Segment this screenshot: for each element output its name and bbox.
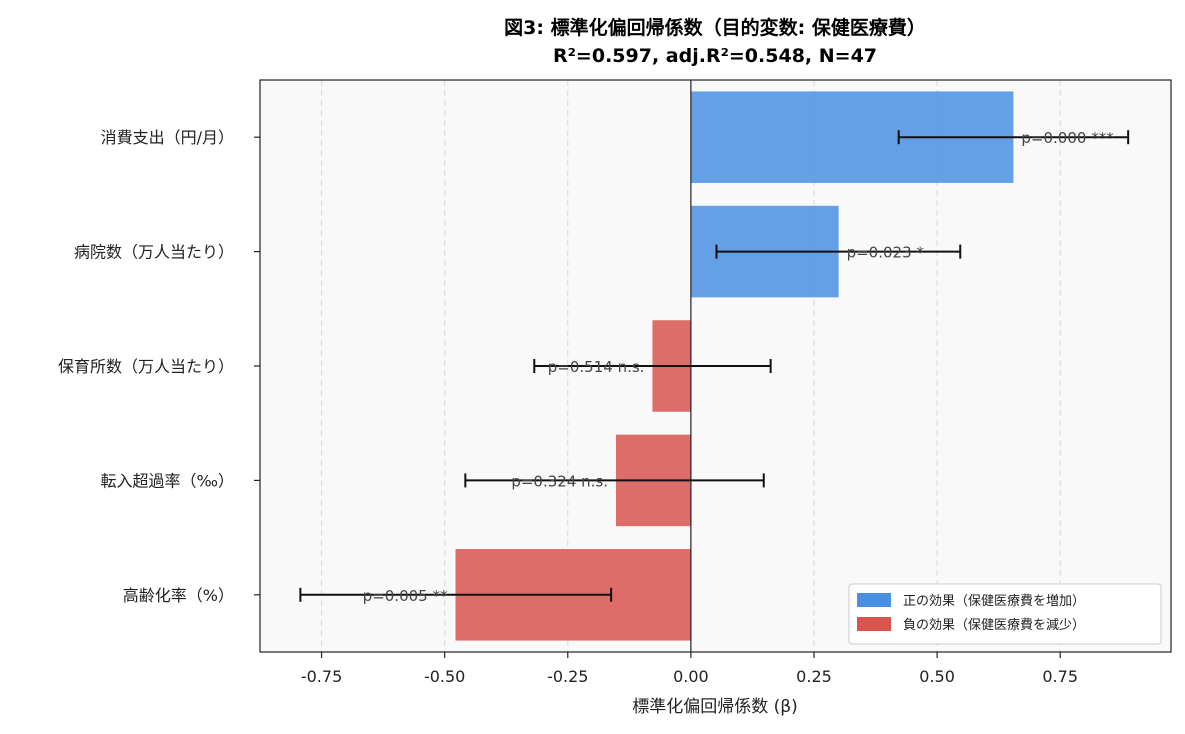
- x-tick-label: 0.75: [1042, 667, 1078, 686]
- p-value-label: p=0.000 ***: [1021, 129, 1114, 147]
- category-label: 消費支出（円/月）: [101, 128, 234, 147]
- p-value-labels: p=0.000 *** p=0.023 * p=0.514 n.s. p=0.324 …: [363, 129, 1115, 605]
- legend: 正の効果（保健医療費を増加） 負の効果（保健医療費を減少）: [848, 583, 1162, 645]
- x-tick-label: -0.75: [301, 667, 342, 686]
- error-bars: [299, 130, 1130, 602]
- p-value-label: p=0.005 **: [363, 587, 448, 605]
- p-value-label: p=0.023 *: [847, 244, 925, 262]
- x-tick-label: 0.50: [919, 667, 955, 686]
- legend-swatch: [857, 593, 891, 607]
- category-label: 保育所数（万人当たり）: [58, 357, 234, 376]
- x-tick-label: -0.25: [547, 667, 588, 686]
- x-tick-label: -0.50: [424, 667, 465, 686]
- category-label: 病院数（万人当たり）: [74, 243, 234, 262]
- category-label: 転入超過率（‰）: [101, 471, 234, 490]
- x-axis-title: 標準化偏回帰係数 (β): [632, 697, 798, 717]
- x-axis-ticks: -0.75 -0.50 -0.25 0.00 0.25 0.50 0.75: [301, 652, 1078, 686]
- category-label: 高齢化率（%）: [123, 586, 234, 605]
- x-tick-label: 0.25: [796, 667, 832, 686]
- p-value-label: p=0.324 n.s.: [511, 472, 608, 490]
- y-axis-ticks: 消費支出（円/月） 病院数（万人当たり） 保育所数（万人当たり） 転入超過率（‰） 高齢…: [58, 128, 260, 605]
- legend-label: 負の効果（保健医療費を減少）: [903, 617, 1085, 633]
- x-tick-label: 0.00: [673, 667, 709, 686]
- p-value-label: p=0.514 n.s.: [548, 358, 645, 376]
- chart-title: 図3: 標準化偏回帰係数（目的変数: 保健医療費）: [504, 16, 926, 39]
- chart-subtitle: R²=0.597, adj.R²=0.548, N=47: [553, 45, 877, 67]
- legend-box: [848, 583, 1162, 645]
- legend-swatch: [857, 617, 891, 631]
- legend-label: 正の効果（保健医療費を増加）: [903, 594, 1085, 609]
